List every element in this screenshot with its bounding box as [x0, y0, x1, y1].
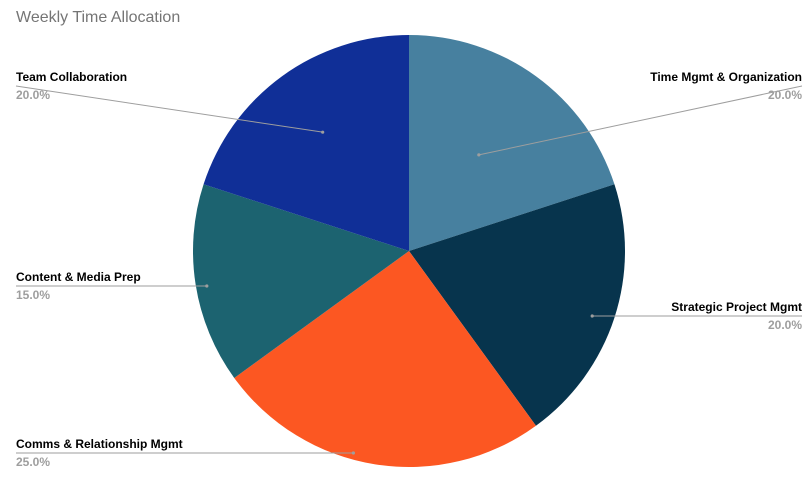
slice-percent: 20.0%: [768, 318, 802, 332]
slice-percent: 20.0%: [16, 88, 50, 102]
leader-line: [15, 85, 323, 133]
slice-percent: 20.0%: [768, 88, 802, 102]
leader-dot: [205, 284, 209, 288]
slice-labels: Time Mgmt & Organization 20.0% Strategic P…: [15, 70, 803, 469]
pie-slice: [409, 184, 625, 426]
chart-title: Weekly Time Allocation: [16, 9, 180, 26]
pie-slice: [203, 35, 409, 251]
slice-percent: 15.0%: [16, 288, 50, 302]
leader-line: [478, 85, 803, 156]
pie-slice: [234, 251, 536, 467]
pie-slices: [192, 35, 625, 467]
leader-dot: [321, 130, 325, 134]
slice-label: Comms & Relationship Mgmt: [16, 437, 183, 451]
leader-dot: [477, 153, 481, 157]
slice-percent: 25.0%: [16, 455, 50, 469]
slice-label: Content & Media Prep: [16, 270, 141, 284]
slice-label: Time Mgmt & Organization: [650, 70, 802, 84]
slice-label: Strategic Project Mgmt: [671, 300, 802, 314]
pie-slice: [409, 35, 615, 251]
leader-dot: [351, 451, 355, 455]
leader-dot: [590, 314, 594, 318]
slice-label: Team Collaboration: [16, 70, 127, 84]
pie-slice: [192, 184, 409, 378]
